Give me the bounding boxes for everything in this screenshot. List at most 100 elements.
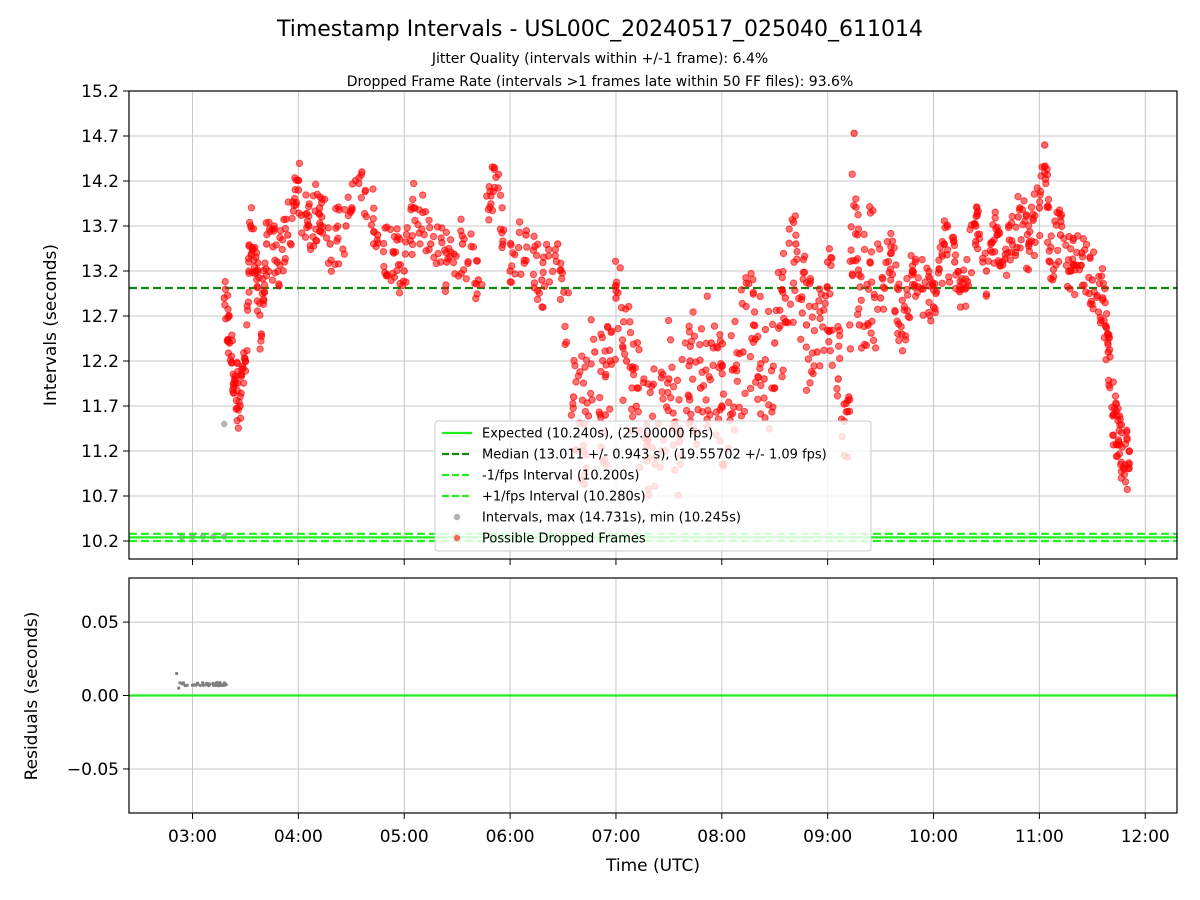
dropped-frame-point bbox=[1008, 241, 1017, 249]
dropped-frame-point bbox=[327, 267, 336, 275]
y-tick-label: 11.7 bbox=[81, 397, 119, 417]
residual-point bbox=[217, 684, 221, 688]
dropped-frame-point bbox=[467, 230, 475, 238]
dropped-frame-point bbox=[945, 278, 954, 286]
dropped-frame-point bbox=[259, 275, 267, 283]
dropped-frame-point bbox=[247, 204, 256, 212]
dropped-frame-point bbox=[698, 368, 706, 376]
dropped-frame-point bbox=[425, 216, 433, 224]
dropped-frame-point bbox=[430, 253, 438, 262]
dropped-frame-point bbox=[490, 165, 498, 174]
dropped-frame-point bbox=[825, 245, 834, 253]
intervals-panel: 10.2 10.7 11.2 11.7 12.2 12.7 13.2 13.7 14.2 14.7… bbox=[41, 82, 1178, 565]
dropped-frame-point bbox=[460, 235, 468, 243]
dropped-frame-point bbox=[571, 361, 579, 370]
dropped-frame-point bbox=[646, 388, 654, 397]
dropped-frame-point bbox=[1078, 253, 1087, 261]
dropped-frame-point bbox=[284, 231, 292, 239]
dropped-frame-point bbox=[236, 414, 245, 422]
residual-point bbox=[201, 681, 205, 685]
dropped-frame-point bbox=[793, 255, 801, 263]
dropped-frame-point bbox=[598, 333, 606, 342]
dropped-frame-point bbox=[860, 245, 869, 254]
dropped-frame-point bbox=[678, 355, 686, 364]
dropped-frame-point bbox=[903, 274, 911, 283]
dropped-frame-point bbox=[730, 365, 739, 373]
x-tick-label: 06:00 bbox=[486, 827, 535, 847]
dropped-frame-point bbox=[760, 394, 768, 402]
dropped-frame-point bbox=[241, 367, 250, 375]
dropped-frame-point bbox=[852, 256, 860, 265]
dropped-frame-point bbox=[616, 264, 624, 272]
dropped-frame-point bbox=[789, 279, 798, 287]
dropped-frame-point bbox=[870, 290, 878, 299]
dropped-frame-point bbox=[522, 226, 531, 235]
dropped-frame-point bbox=[779, 249, 788, 258]
dropped-frame-point bbox=[1081, 246, 1089, 254]
dropped-frame-point bbox=[802, 343, 811, 351]
x-tick-label: 11:00 bbox=[1015, 827, 1064, 847]
dropped-frame-point bbox=[306, 245, 315, 254]
dropped-frame-point bbox=[952, 271, 960, 279]
dropped-frame-point bbox=[821, 299, 829, 308]
dropped-frame-point bbox=[891, 308, 899, 316]
dropped-frame-point bbox=[631, 364, 639, 372]
dropped-frame-point bbox=[948, 233, 956, 242]
dropped-frame-point bbox=[221, 301, 229, 309]
residuals-panel: 0.050.00−0.05 03:00 04:00 05:00 06:00 07:00 0… bbox=[22, 577, 1178, 876]
dropped-frame-point bbox=[408, 232, 417, 240]
dropped-frame-point bbox=[515, 218, 524, 226]
dropped-frame-point bbox=[856, 283, 864, 291]
dropped-frame-point bbox=[472, 256, 481, 265]
dropped-frame-point bbox=[689, 308, 697, 316]
dropped-frame-point bbox=[879, 305, 888, 313]
dropped-frame-point bbox=[847, 246, 855, 254]
dropped-frame-point bbox=[802, 386, 811, 394]
dropped-frame-point bbox=[791, 212, 800, 220]
dropped-frame-point bbox=[950, 241, 959, 250]
dropped-frame-point bbox=[1080, 281, 1088, 289]
dropped-frame-point bbox=[253, 283, 262, 292]
dropped-frame-point bbox=[407, 203, 415, 211]
dropped-frame-point bbox=[892, 261, 900, 269]
residual-point bbox=[211, 682, 215, 686]
dropped-frame-point bbox=[699, 382, 708, 390]
dropped-frame-point bbox=[1035, 198, 1044, 206]
dropped-frame-point bbox=[718, 370, 726, 378]
dropped-frame-point bbox=[1121, 478, 1130, 486]
dropped-frame-point bbox=[825, 338, 833, 346]
dropped-frame-point bbox=[351, 176, 360, 185]
dropped-frame-point bbox=[635, 345, 643, 354]
dropped-frame-point bbox=[728, 409, 737, 418]
dropped-frame-point bbox=[295, 176, 303, 185]
dropped-frame-point bbox=[669, 383, 678, 391]
dropped-frame-point bbox=[530, 279, 539, 287]
dropped-frame-point bbox=[586, 389, 595, 398]
dropped-frame-point bbox=[507, 241, 515, 249]
dropped-frame-point bbox=[724, 398, 733, 406]
dropped-frame-point bbox=[1123, 485, 1131, 494]
dropped-frame-point bbox=[1079, 235, 1088, 243]
dropped-frame-point bbox=[232, 379, 240, 387]
dropped-frame-point bbox=[390, 273, 399, 281]
dropped-frame-point bbox=[334, 260, 343, 268]
dropped-frame-point bbox=[538, 276, 546, 284]
dropped-frame-point bbox=[361, 187, 369, 196]
intervals-y-axis-label: Intervals (seconds) bbox=[41, 244, 61, 406]
intervals-x-ticks bbox=[192, 559, 1146, 565]
dropped-frame-point bbox=[1055, 257, 1063, 266]
legend-item: Possible Dropped Frames bbox=[453, 532, 646, 547]
dropped-frame-point bbox=[816, 362, 824, 370]
dropped-frame-point bbox=[634, 408, 642, 416]
dropped-frame-point bbox=[483, 192, 491, 200]
dropped-frame-point bbox=[416, 240, 424, 248]
dropped-frame-point bbox=[478, 280, 486, 289]
dropped-frame-point bbox=[243, 321, 251, 329]
y-tick-label: 13.2 bbox=[81, 262, 119, 282]
dropped-frame-point bbox=[582, 356, 591, 364]
dropped-frame-point bbox=[789, 318, 797, 326]
dropped-frame-point bbox=[634, 384, 643, 392]
dropped-frame-point bbox=[1066, 245, 1075, 253]
dropped-frame-point bbox=[589, 335, 598, 343]
dropped-frame-point bbox=[862, 341, 871, 350]
